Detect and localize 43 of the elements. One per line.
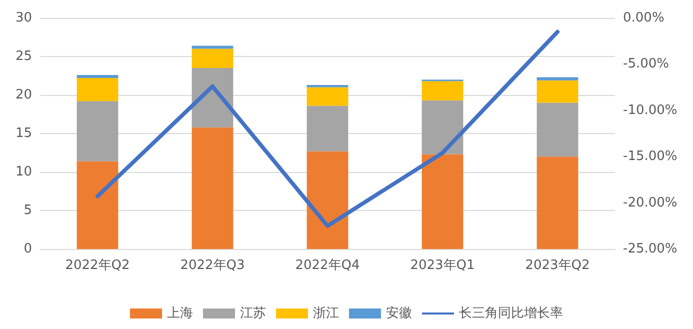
y-tick-label: 15 <box>15 126 32 141</box>
bar <box>536 80 578 103</box>
bar <box>192 127 234 249</box>
bar <box>76 161 118 249</box>
x-tick-label: 2023年Q1 <box>410 258 475 273</box>
bar <box>422 100 464 154</box>
bar <box>76 74 118 78</box>
y2-tick-label: -20.00% <box>623 195 678 210</box>
x-tick-label: 2023年Q2 <box>525 258 590 273</box>
line-series <box>96 30 560 228</box>
bar <box>192 46 234 49</box>
bar <box>306 87 348 106</box>
legend-label: 浙江 <box>313 306 339 321</box>
y2-tick-label: -25.00% <box>623 242 678 256</box>
y-tick-label: 5 <box>24 203 32 218</box>
y-tick-label: 20 <box>15 88 32 102</box>
x-tick-label: 2022年Q3 <box>180 258 245 273</box>
y-tick-label: 10 <box>15 164 32 180</box>
legend-label: 江苏 <box>240 306 266 321</box>
y-tick-label: 30 <box>15 10 32 26</box>
bar <box>192 68 234 128</box>
legend-label: 长三角同比增长率 <box>459 305 563 321</box>
y2-tick-label: 0.00% <box>623 10 664 26</box>
bar <box>536 156 578 249</box>
bar <box>536 102 578 157</box>
legend-label: 上海 <box>167 306 193 321</box>
bar <box>192 48 234 68</box>
bar <box>76 78 118 102</box>
bar <box>422 81 464 100</box>
legend-label: 安徽 <box>386 305 412 321</box>
y-tick-label: 0 <box>24 242 32 256</box>
bar <box>536 77 578 80</box>
y2-tick-label: -10.00% <box>623 102 678 118</box>
x-tick-label: 2022年Q4 <box>295 258 360 273</box>
y2-tick-label: -5.00% <box>623 56 669 72</box>
bar <box>306 106 348 152</box>
bar <box>422 154 464 249</box>
y-tick-label: 25 <box>15 49 32 64</box>
bar <box>306 151 348 249</box>
bar <box>306 84 348 88</box>
x-tick-label: 2022年Q2 <box>65 258 130 273</box>
bar <box>76 101 118 162</box>
y2-tick-label: -15.00% <box>623 149 678 164</box>
